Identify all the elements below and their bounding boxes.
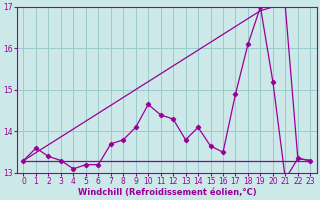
X-axis label: Windchill (Refroidissement éolien,°C): Windchill (Refroidissement éolien,°C) bbox=[77, 188, 256, 197]
